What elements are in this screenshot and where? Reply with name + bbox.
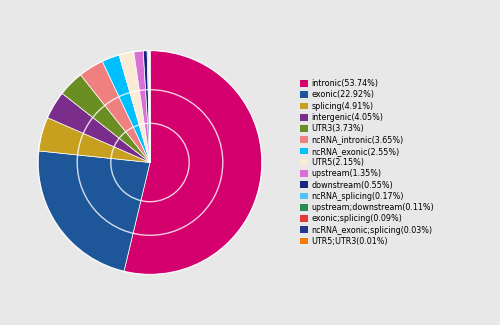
Wedge shape	[48, 93, 150, 162]
Wedge shape	[38, 118, 150, 162]
Wedge shape	[148, 50, 150, 162]
Wedge shape	[147, 50, 150, 162]
Wedge shape	[38, 151, 150, 271]
Wedge shape	[149, 50, 150, 162]
Wedge shape	[134, 51, 150, 162]
Wedge shape	[143, 50, 150, 162]
Wedge shape	[119, 52, 150, 162]
Wedge shape	[80, 61, 150, 162]
Wedge shape	[124, 50, 262, 275]
Wedge shape	[62, 75, 150, 162]
Wedge shape	[102, 55, 150, 162]
Legend: intronic(53.74%), exonic(22.92%), splicing(4.91%), intergenic(4.05%), UTR3(3.73%: intronic(53.74%), exonic(22.92%), splici…	[300, 79, 434, 246]
